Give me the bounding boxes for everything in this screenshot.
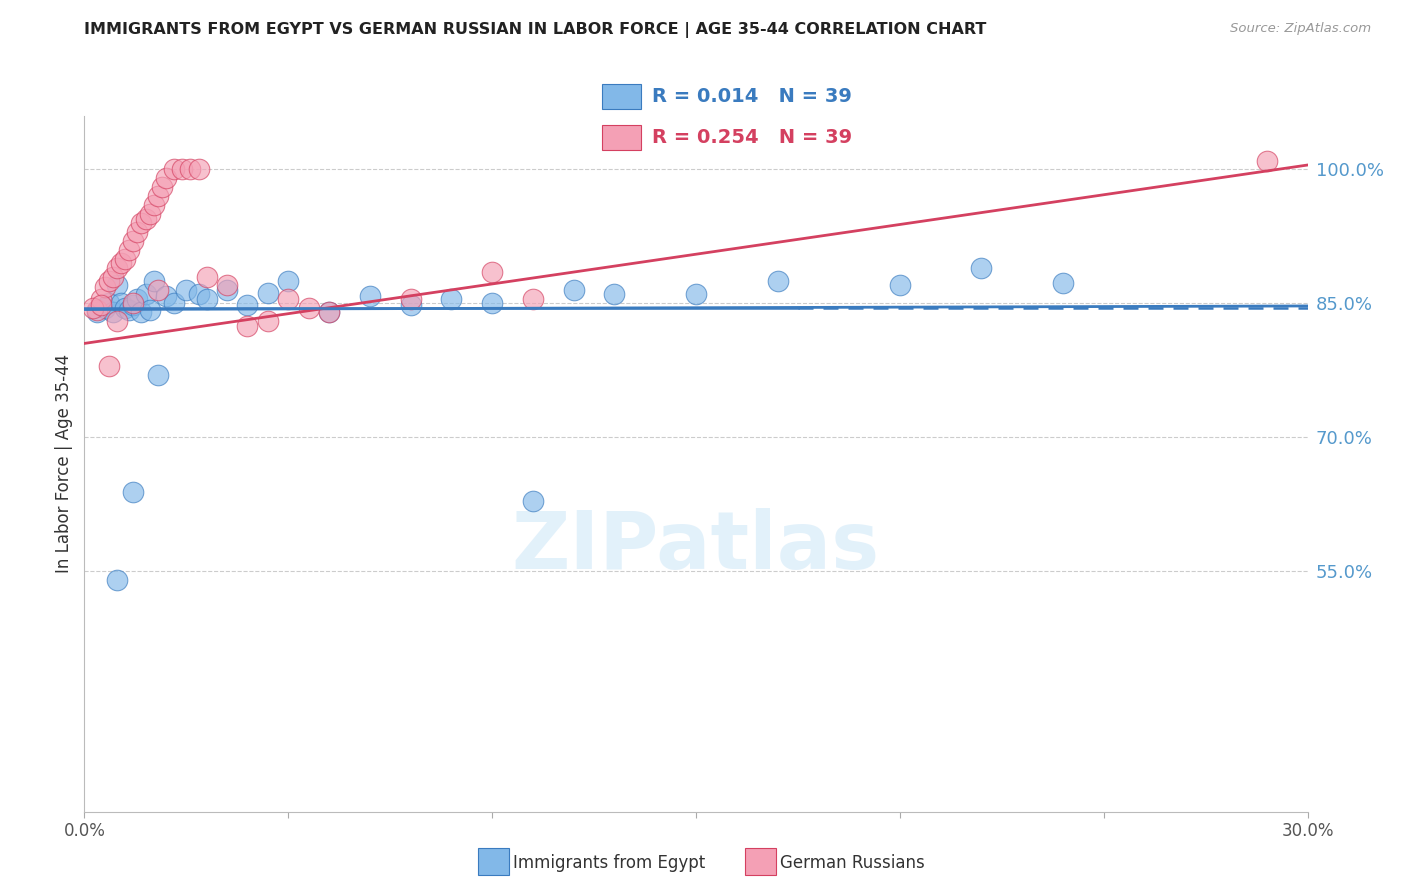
Point [122, 298, 145, 312]
Point [195, 269, 218, 284]
Point [187, 162, 209, 177]
Point [522, 292, 544, 306]
Point [86, 305, 108, 319]
Point [187, 287, 209, 301]
Text: Source: ZipAtlas.com: Source: ZipAtlas.com [1230, 22, 1371, 36]
Point [127, 225, 149, 239]
Point [318, 305, 340, 319]
Point [105, 314, 128, 328]
Point [163, 162, 186, 177]
Point [217, 283, 239, 297]
Point [114, 301, 136, 315]
Point [122, 296, 145, 310]
Point [135, 287, 157, 301]
Point [150, 180, 173, 194]
Point [131, 216, 153, 230]
Point [603, 287, 626, 301]
Point [131, 305, 153, 319]
Point [440, 292, 463, 306]
Point [277, 292, 299, 306]
Point [179, 162, 201, 177]
Point [97, 274, 120, 288]
Point [118, 302, 141, 317]
Point [970, 260, 993, 275]
Point [127, 292, 149, 306]
Point [277, 274, 299, 288]
Point [101, 269, 124, 284]
Point [114, 252, 136, 266]
Point [766, 274, 789, 288]
Point [359, 289, 381, 303]
Point [142, 274, 165, 288]
Point [90, 292, 112, 306]
Point [318, 305, 340, 319]
Point [138, 303, 160, 318]
Point [195, 292, 218, 306]
Point [90, 298, 112, 312]
Point [138, 207, 160, 221]
Point [176, 283, 198, 297]
Point [146, 283, 169, 297]
Point [135, 211, 157, 226]
Point [1052, 276, 1074, 290]
Text: ZIPatlas: ZIPatlas [512, 508, 880, 586]
Point [236, 298, 259, 312]
Text: IMMIGRANTS FROM EGYPT VS GERMAN RUSSIAN IN LABOR FORCE | AGE 35-44 CORRELATION C: IMMIGRANTS FROM EGYPT VS GERMAN RUSSIAN … [84, 22, 987, 38]
Point [399, 298, 422, 312]
Point [257, 314, 280, 328]
Point [172, 162, 194, 177]
Point [93, 301, 117, 315]
Point [1256, 153, 1278, 168]
Point [146, 368, 169, 382]
Point [122, 485, 145, 500]
Point [236, 318, 259, 333]
Point [481, 265, 503, 279]
Point [399, 292, 422, 306]
Point [122, 234, 145, 248]
Point [155, 171, 177, 186]
Point [110, 296, 132, 310]
Point [522, 494, 544, 508]
Point [93, 280, 117, 294]
Point [105, 260, 128, 275]
Point [97, 359, 120, 373]
Point [685, 287, 707, 301]
Point [889, 278, 911, 293]
Point [82, 301, 104, 315]
Point [146, 189, 169, 203]
Point [101, 305, 124, 319]
FancyBboxPatch shape [602, 125, 641, 150]
Point [105, 573, 128, 587]
Point [155, 289, 177, 303]
Point [105, 278, 128, 293]
FancyBboxPatch shape [602, 84, 641, 109]
Point [562, 283, 585, 297]
Text: Immigrants from Egypt: Immigrants from Egypt [513, 855, 706, 872]
Point [217, 278, 239, 293]
Y-axis label: In Labor Force | Age 35-44: In Labor Force | Age 35-44 [55, 354, 73, 574]
Point [97, 296, 120, 310]
Point [142, 198, 165, 212]
Text: R = 0.254   N = 39: R = 0.254 N = 39 [652, 128, 852, 147]
Text: R = 0.014   N = 39: R = 0.014 N = 39 [652, 87, 852, 106]
Point [298, 301, 321, 315]
Point [257, 285, 280, 300]
Point [110, 256, 132, 270]
Point [118, 243, 141, 257]
Point [163, 296, 186, 310]
Point [86, 302, 108, 317]
Text: German Russians: German Russians [780, 855, 925, 872]
Point [481, 296, 503, 310]
